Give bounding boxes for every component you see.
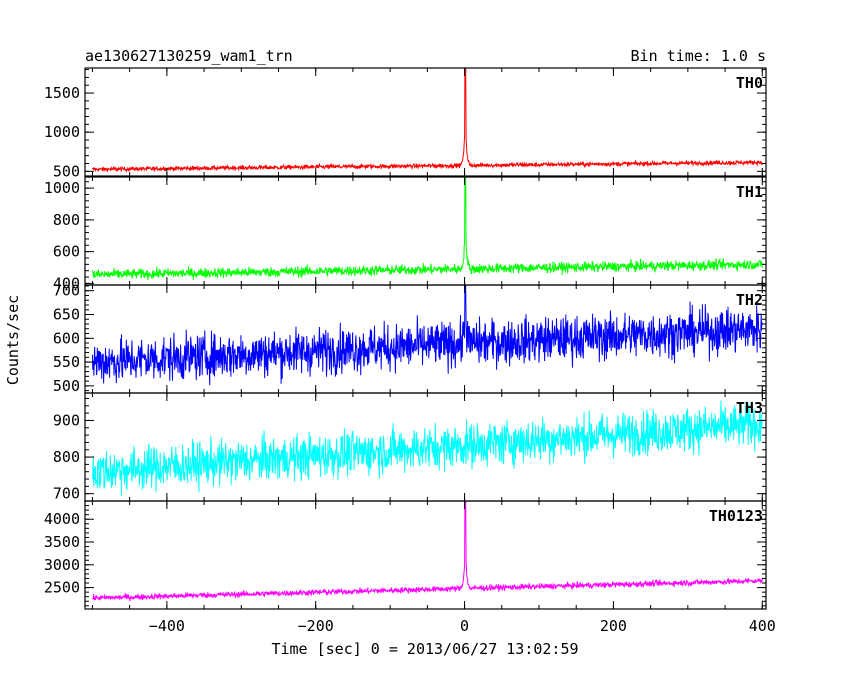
panel-th3: TH3 700 800 900 [53,392,767,503]
y-tick-label: 1000 [44,123,80,141]
x-tick-label: 200 [600,617,627,635]
panel-name-label: TH3 [736,399,763,417]
y-tick-label: 700 [53,485,80,503]
y-tick-label: 600 [53,329,80,347]
x-axis-label: Time [sec] 0 = 2013/06/27 13:02:59 [271,640,578,658]
y-tick-label: 4000 [44,510,80,528]
chart-title: ae130627130259_wam1_trn [85,47,293,65]
y-tick-label: 550 [53,353,80,371]
panel-th1: TH1 400 600 800 1000 [44,176,767,292]
y-tick-label: 1500 [44,84,80,102]
y-tick-label: 1000 [44,179,80,197]
y-tick-label: 3500 [44,533,80,551]
y-tick-label: 650 [53,305,80,323]
x-tick-label: 0 [460,617,469,635]
y-tick-label: 900 [53,411,80,429]
panel-frame [84,500,767,610]
panel-th0: TH0 500 1000 1500 [44,67,767,180]
y-tick-label: 3000 [44,556,80,574]
panel-name-label: TH0123 [709,507,763,525]
series-line-th2 [91,284,763,386]
y-tick-label: 500 [53,377,80,395]
y-tick-label: 600 [53,243,80,261]
series-line-th1 [91,176,763,281]
y-tick-label: 700 [53,282,80,300]
y-axis-label: Counts/sec [4,295,22,385]
x-tick-label: 400 [749,617,776,635]
x-tick-label: −200 [298,617,334,635]
y-tick-label: 800 [53,448,80,466]
bin-time-label: Bin time: 1.0 s [631,47,766,65]
panel-frame [84,67,767,177]
y-tick-label: 400 [53,274,80,292]
series-line-th0123 [92,500,763,602]
panels-group: TH050010001500TH14006008001000TH25005506… [44,67,776,635]
panel-th2: TH2 500 550 600 650 700 [53,282,767,395]
panel-name-label: TH1 [736,183,763,201]
series-line-th0 [92,67,763,173]
y-tick-label: 2500 [44,579,80,597]
panel-th0123: TH0123 2500 3000 3500 4000 [44,500,767,610]
y-tick-label: 800 [53,211,80,229]
x-tick-label: −400 [149,617,185,635]
panel-name-label: TH2 [736,291,763,309]
y-tick-label: 500 [53,162,80,180]
panel-name-label: TH0 [736,74,763,92]
series-line-th3 [91,400,763,497]
